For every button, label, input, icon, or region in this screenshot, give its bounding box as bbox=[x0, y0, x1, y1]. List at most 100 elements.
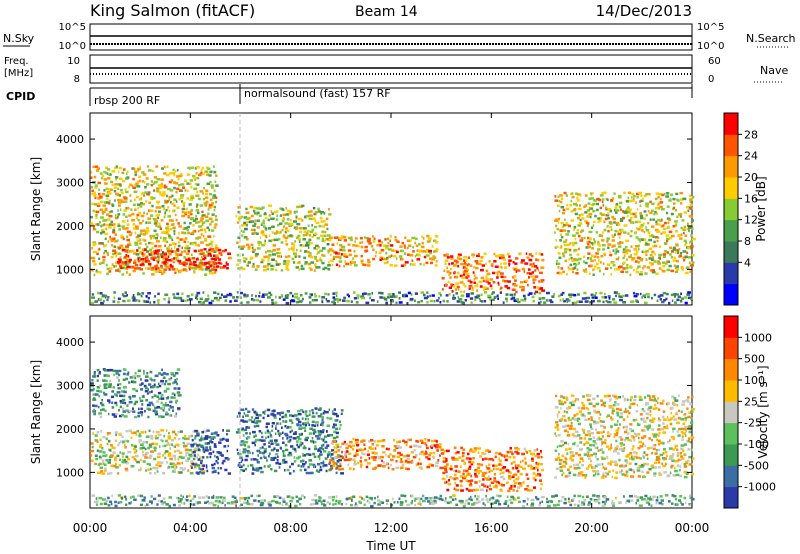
power-echo-cell bbox=[164, 211, 167, 214]
velocity-echo-cell bbox=[441, 477, 446, 481]
power-echo-cell bbox=[245, 217, 250, 220]
power-echo-cell bbox=[269, 293, 273, 297]
power-echo-cell bbox=[546, 291, 550, 295]
power-echo-cell bbox=[662, 253, 667, 256]
power-echo-cell bbox=[519, 285, 523, 289]
velocity-echo-cell bbox=[148, 443, 152, 447]
velocity-echo-cell bbox=[642, 442, 645, 445]
power-echo-cell bbox=[342, 236, 347, 239]
power-echo-cell bbox=[120, 234, 123, 238]
power-echo-cell bbox=[568, 268, 572, 271]
power-echo-cell bbox=[155, 236, 158, 240]
velocity-echo-cell bbox=[499, 472, 502, 475]
velocity-echo-cell bbox=[258, 466, 263, 470]
velocity-echo-cell bbox=[259, 446, 262, 450]
power-echo-cell bbox=[673, 206, 676, 210]
velocity-echo-cell bbox=[479, 455, 481, 458]
power-echo-cell bbox=[528, 253, 532, 256]
power-echo-cell bbox=[363, 292, 367, 295]
velocity-echo-cell bbox=[581, 401, 584, 405]
velocity-echo-cell bbox=[144, 409, 146, 413]
power-echo-cell bbox=[364, 245, 368, 249]
velocity-echo-cell bbox=[600, 456, 604, 459]
power-echo-cell bbox=[250, 220, 255, 223]
velocity-echo-cell bbox=[414, 444, 418, 448]
velocity-echo-cell bbox=[302, 446, 307, 450]
velocity-echo-cell bbox=[260, 470, 264, 474]
power-echo-cell bbox=[157, 245, 162, 248]
velocity-echo-cell bbox=[96, 386, 100, 389]
power-echo-cell bbox=[135, 227, 139, 230]
velocity-echo-cell bbox=[451, 456, 455, 460]
power-echo-cell bbox=[254, 268, 258, 271]
velocity-echo-cell bbox=[122, 378, 126, 381]
velocity-echo-cell bbox=[211, 466, 215, 470]
power-echo-cell bbox=[202, 172, 205, 176]
power-echo-cell bbox=[431, 294, 435, 297]
power-echo-cell bbox=[591, 247, 594, 250]
power-echo-cell bbox=[140, 214, 145, 218]
velocity-echo-cell bbox=[330, 453, 334, 456]
velocity-echo-cell bbox=[627, 409, 629, 413]
power-echo-cell bbox=[418, 243, 421, 246]
velocity-echo-cell bbox=[362, 452, 366, 456]
velocity-echo-cell bbox=[92, 432, 95, 435]
velocity-echo-cell bbox=[606, 473, 610, 476]
power-echo-cell bbox=[239, 266, 243, 270]
power-echo-cell bbox=[443, 269, 446, 272]
power-echo-cell bbox=[573, 293, 577, 297]
power-echo-cell bbox=[125, 215, 128, 218]
power-echo-cell bbox=[587, 242, 590, 246]
velocity-echo-cell bbox=[101, 447, 104, 450]
power-echo-cell bbox=[215, 255, 218, 259]
velocity-echo-cell bbox=[205, 449, 209, 452]
power-echo-cell bbox=[199, 263, 204, 267]
power-echo-cell bbox=[427, 237, 432, 240]
velocity-echo-cell bbox=[486, 489, 488, 492]
velocity-echo-cell bbox=[393, 438, 396, 442]
power-echo-cell bbox=[103, 223, 106, 226]
velocity-echo-cell bbox=[477, 471, 481, 475]
power-echo-cell bbox=[679, 191, 684, 195]
power-echo-cell bbox=[639, 200, 642, 203]
power-echo-cell bbox=[97, 291, 101, 295]
velocity-echo-cell bbox=[562, 465, 566, 468]
power-echo-cell bbox=[328, 213, 332, 216]
power-echo-cell bbox=[406, 239, 411, 242]
velocity-echo-cell bbox=[448, 479, 450, 482]
velocity-echo-cell bbox=[119, 399, 123, 403]
velocity-echo-cell bbox=[554, 432, 556, 435]
velocity-echo-cell bbox=[353, 460, 356, 463]
power-echo-cell bbox=[534, 290, 538, 294]
power-echo-cell bbox=[173, 204, 176, 207]
velocity-echo-cell bbox=[257, 420, 262, 423]
power-echo-cell bbox=[557, 195, 560, 199]
velocity-echo-cell bbox=[270, 457, 275, 460]
velocity-echo-cell bbox=[333, 430, 337, 434]
velocity-echo-cell bbox=[167, 437, 172, 440]
velocity-echo-cell bbox=[368, 457, 371, 460]
power-echo-cell bbox=[469, 297, 474, 300]
power-echo-cell bbox=[578, 214, 581, 217]
power-echo-cell bbox=[264, 227, 267, 230]
velocity-echo-cell bbox=[630, 396, 633, 399]
power-echo-cell bbox=[643, 238, 647, 241]
velocity-echo-cell bbox=[318, 457, 321, 461]
velocity-echo-cell bbox=[514, 473, 518, 476]
power-echo-cell bbox=[132, 269, 136, 273]
power-echo-cell bbox=[374, 254, 377, 258]
power-echo-cell bbox=[607, 239, 609, 242]
velocity-echo-cell bbox=[145, 435, 150, 438]
power-echo-cell bbox=[239, 245, 242, 249]
velocity-echo-cell bbox=[599, 413, 602, 416]
velocity-echo-cell bbox=[359, 448, 362, 452]
power-echo-cell bbox=[386, 256, 389, 260]
power-echo-cell bbox=[620, 217, 624, 221]
velocity-echo-cell bbox=[359, 460, 362, 463]
velocity-echo-cell bbox=[590, 427, 594, 431]
power-echo-cell bbox=[442, 299, 445, 303]
power-echo-cell bbox=[465, 293, 470, 296]
velocity-echo-cell bbox=[245, 420, 249, 423]
power-echo-cell bbox=[176, 187, 180, 191]
power-echo-cell bbox=[675, 224, 678, 227]
